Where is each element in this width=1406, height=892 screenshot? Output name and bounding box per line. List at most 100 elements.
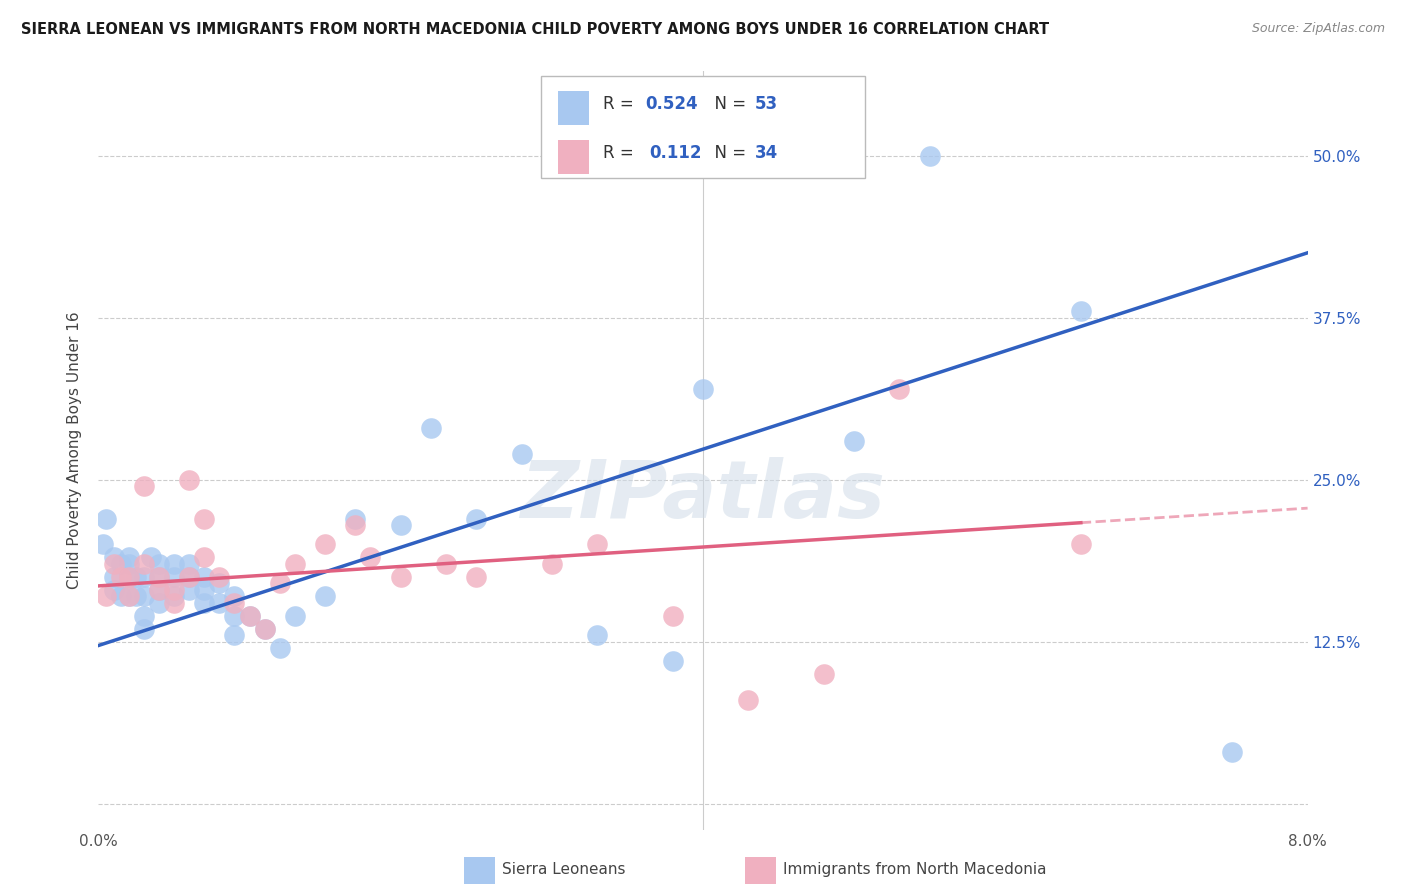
Point bbox=[253, 622, 276, 636]
Point bbox=[465, 570, 488, 584]
Text: R =: R = bbox=[603, 145, 644, 162]
Point bbox=[224, 596, 246, 610]
Point bbox=[179, 570, 201, 584]
Point bbox=[224, 589, 246, 603]
Text: 0.524: 0.524 bbox=[645, 95, 697, 113]
Y-axis label: Child Poverty Among Boys Under 16: Child Poverty Among Boys Under 16 bbox=[67, 311, 83, 590]
Point bbox=[889, 382, 911, 396]
Point bbox=[465, 511, 488, 525]
Point bbox=[540, 557, 562, 571]
Point bbox=[94, 511, 117, 525]
Point bbox=[510, 447, 533, 461]
Point bbox=[586, 537, 609, 551]
Point bbox=[132, 622, 155, 636]
Point bbox=[1070, 304, 1092, 318]
Point bbox=[344, 511, 367, 525]
Point bbox=[224, 608, 246, 623]
Point bbox=[103, 557, 125, 571]
Text: 0.112: 0.112 bbox=[650, 145, 702, 162]
Point bbox=[239, 608, 262, 623]
Point bbox=[110, 557, 132, 571]
Text: R =: R = bbox=[603, 95, 640, 113]
Point bbox=[148, 582, 170, 597]
Point bbox=[179, 582, 201, 597]
Point bbox=[132, 479, 155, 493]
Point bbox=[692, 382, 714, 396]
Point bbox=[269, 641, 291, 656]
Point bbox=[284, 557, 307, 571]
Point bbox=[434, 557, 457, 571]
Point bbox=[193, 582, 215, 597]
Point bbox=[163, 596, 186, 610]
Point bbox=[344, 518, 367, 533]
Point bbox=[844, 434, 866, 448]
Point bbox=[193, 596, 215, 610]
Point bbox=[148, 557, 170, 571]
Point bbox=[125, 589, 148, 603]
Point bbox=[179, 473, 201, 487]
Point bbox=[389, 518, 412, 533]
Point bbox=[148, 596, 170, 610]
Point bbox=[103, 570, 125, 584]
Point bbox=[163, 589, 186, 603]
Point bbox=[110, 570, 132, 584]
Point bbox=[103, 582, 125, 597]
Point bbox=[125, 570, 148, 584]
Point bbox=[118, 589, 141, 603]
Point bbox=[148, 582, 170, 597]
Point bbox=[132, 570, 155, 584]
Point bbox=[253, 622, 276, 636]
Text: 53: 53 bbox=[755, 95, 778, 113]
Point bbox=[132, 589, 155, 603]
Point bbox=[284, 608, 307, 623]
Text: 34: 34 bbox=[755, 145, 779, 162]
Text: ZIPatlas: ZIPatlas bbox=[520, 457, 886, 535]
Point bbox=[141, 550, 163, 565]
Point bbox=[118, 589, 141, 603]
Point bbox=[148, 570, 170, 584]
Point bbox=[360, 550, 382, 565]
Point bbox=[110, 589, 132, 603]
Point bbox=[269, 576, 291, 591]
Point bbox=[208, 596, 231, 610]
Point bbox=[314, 589, 336, 603]
Point bbox=[132, 557, 155, 571]
Point bbox=[1220, 745, 1243, 759]
Point bbox=[118, 570, 141, 584]
Point bbox=[1070, 537, 1092, 551]
Point bbox=[163, 570, 186, 584]
Point bbox=[239, 608, 262, 623]
Point bbox=[148, 570, 170, 584]
Point bbox=[420, 421, 443, 435]
Point bbox=[132, 608, 155, 623]
Point bbox=[813, 667, 835, 681]
Point bbox=[163, 582, 186, 597]
Point bbox=[208, 576, 231, 591]
Text: Immigrants from North Macedonia: Immigrants from North Macedonia bbox=[783, 863, 1046, 877]
Text: SIERRA LEONEAN VS IMMIGRANTS FROM NORTH MACEDONIA CHILD POVERTY AMONG BOYS UNDER: SIERRA LEONEAN VS IMMIGRANTS FROM NORTH … bbox=[21, 22, 1049, 37]
Point bbox=[193, 550, 215, 565]
Point bbox=[179, 570, 201, 584]
Point bbox=[94, 589, 117, 603]
Point bbox=[208, 570, 231, 584]
Point bbox=[103, 550, 125, 565]
Point bbox=[918, 148, 941, 162]
Point bbox=[661, 654, 683, 668]
Point bbox=[118, 557, 141, 571]
Point bbox=[118, 550, 141, 565]
Text: N =: N = bbox=[704, 95, 752, 113]
Point bbox=[586, 628, 609, 642]
Text: N =: N = bbox=[704, 145, 752, 162]
Point bbox=[193, 511, 215, 525]
Point bbox=[224, 628, 246, 642]
Text: Source: ZipAtlas.com: Source: ZipAtlas.com bbox=[1251, 22, 1385, 36]
Point bbox=[91, 537, 114, 551]
Point bbox=[163, 557, 186, 571]
Point bbox=[314, 537, 336, 551]
Point bbox=[389, 570, 412, 584]
Point bbox=[737, 693, 759, 707]
Point bbox=[661, 608, 683, 623]
Point bbox=[179, 557, 201, 571]
Point bbox=[193, 570, 215, 584]
Point bbox=[118, 570, 141, 584]
